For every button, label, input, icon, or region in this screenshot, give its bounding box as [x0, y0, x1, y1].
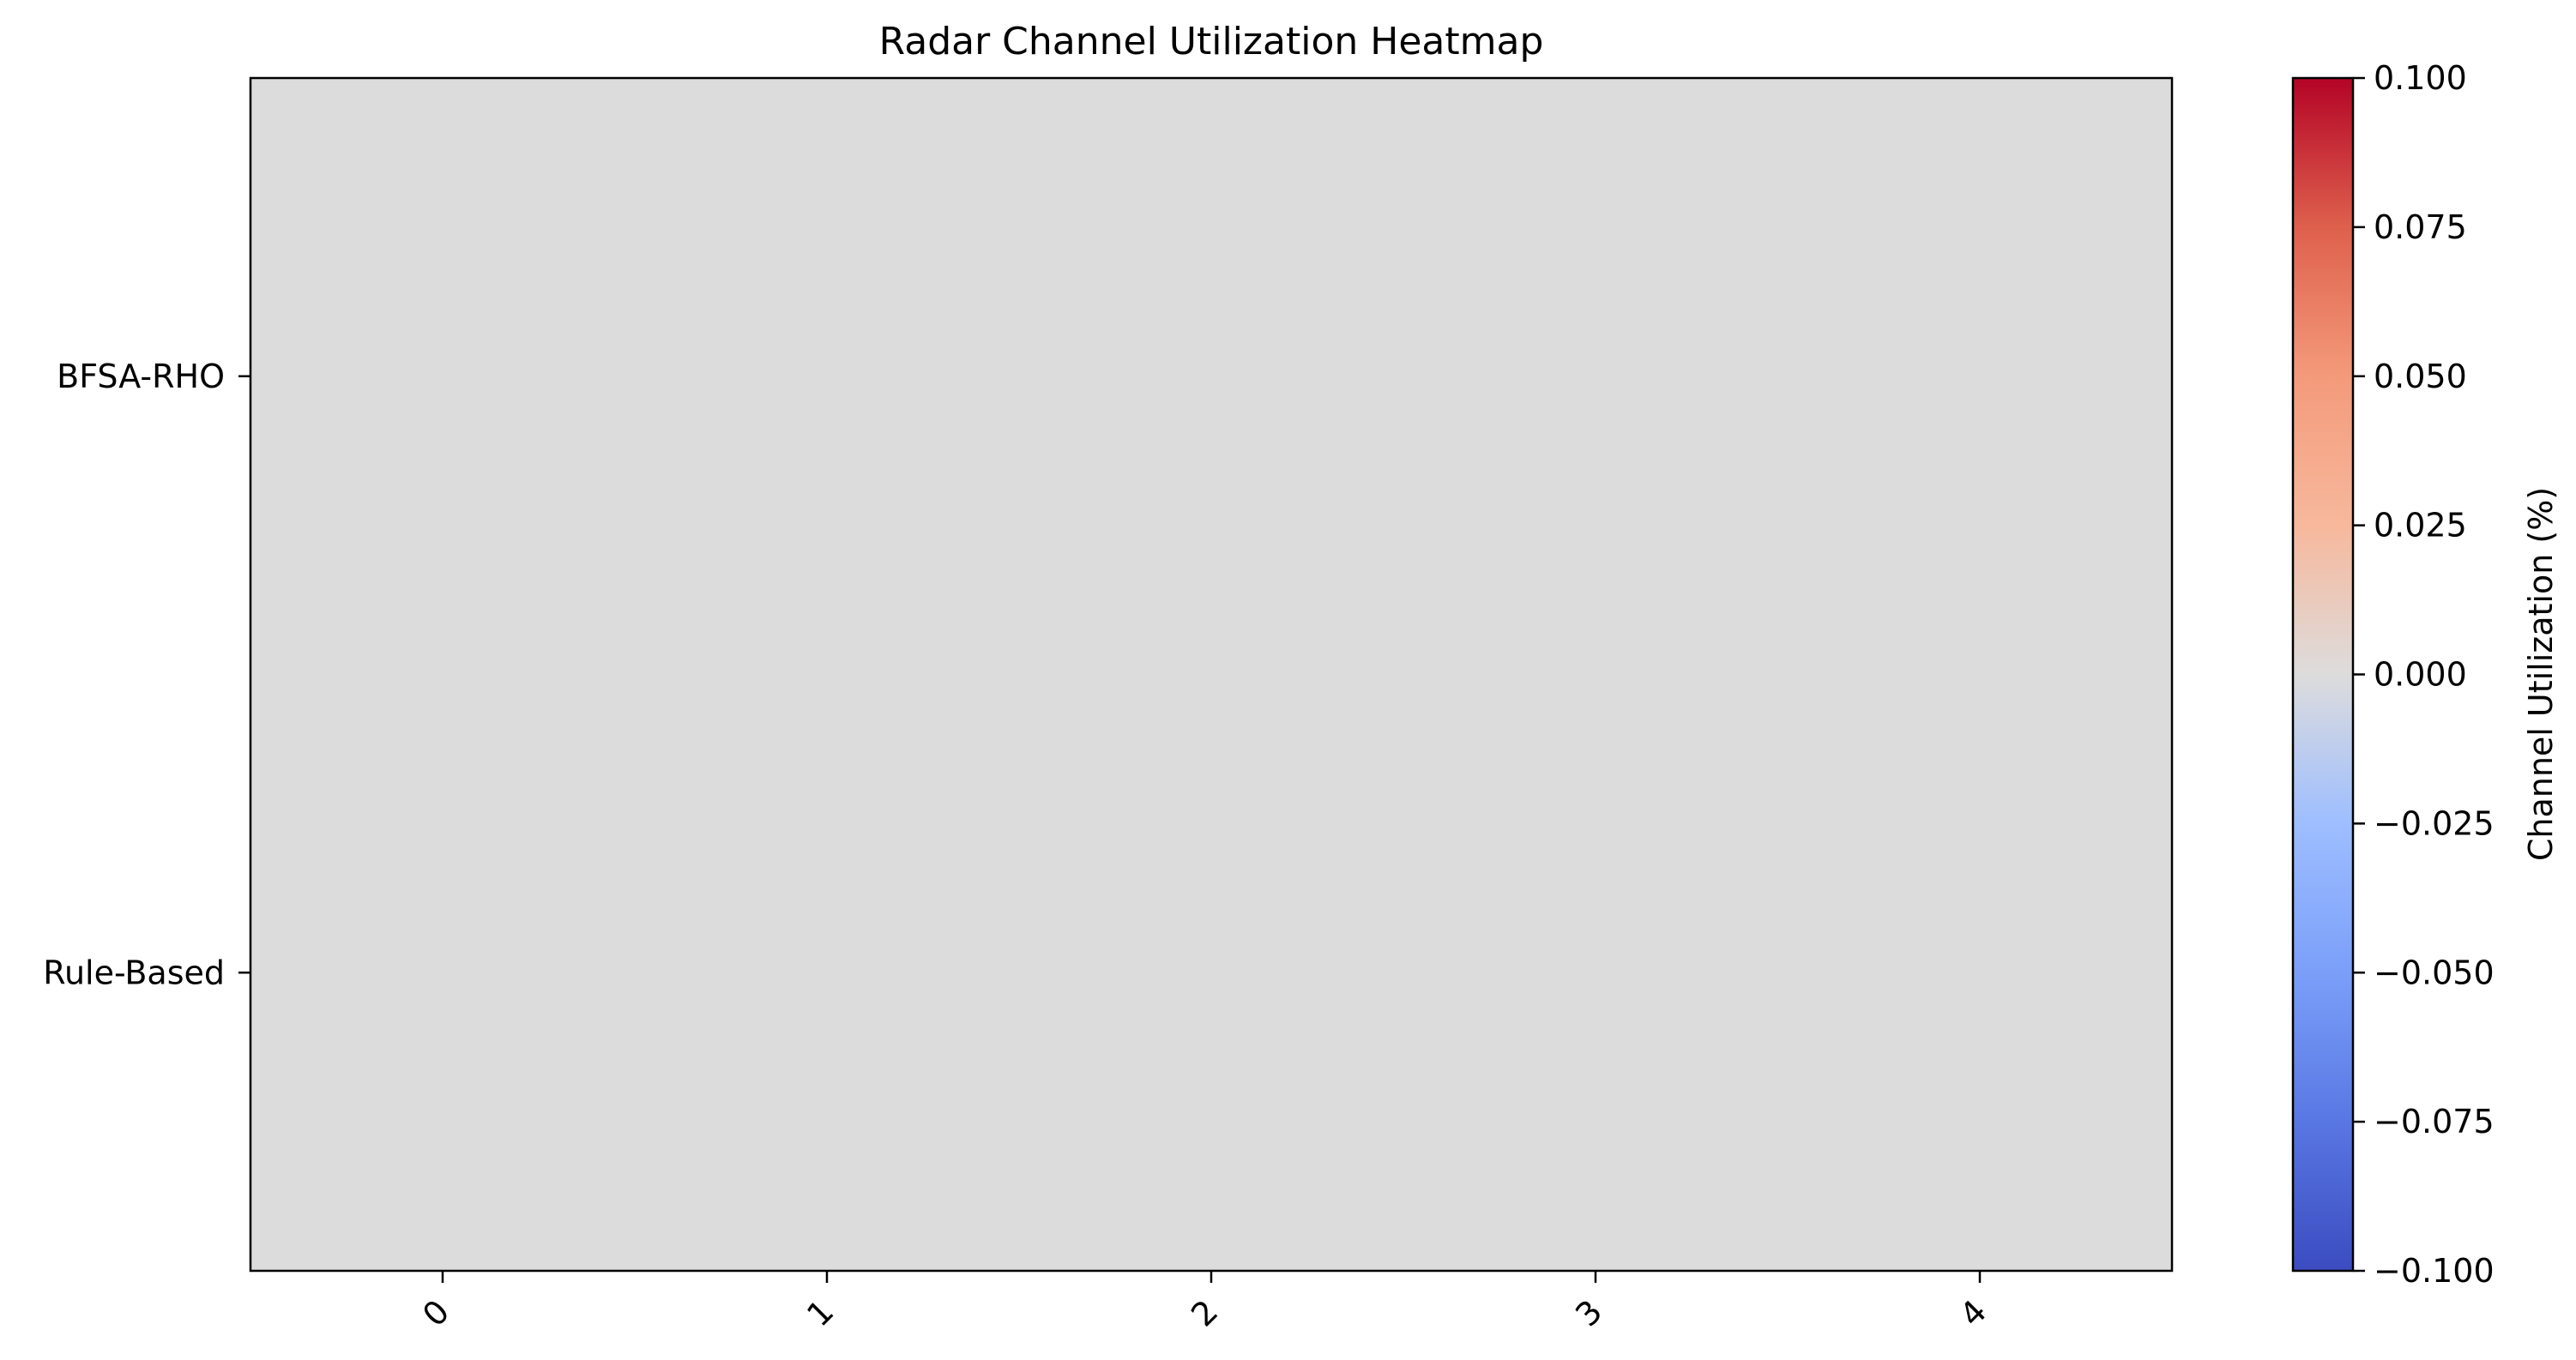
heatmap-cell — [1019, 78, 1404, 675]
heatmap-cell — [1403, 674, 1789, 1272]
colorbar-tick-label: 0.100 — [2374, 59, 2467, 97]
heatmap-cell — [635, 674, 1020, 1272]
heatmap-cells — [250, 78, 2173, 1272]
colorbar-tick-label: 0.050 — [2374, 358, 2467, 395]
heatmap-cell — [1788, 674, 2173, 1272]
heatmap-cell — [1788, 78, 2173, 675]
y-tick-label: BFSA-RHO — [57, 358, 225, 395]
colorbar-tick-label: 0.000 — [2374, 656, 2467, 694]
colorbar-label: Channel Utilization (%) — [2522, 487, 2560, 861]
colorbar — [2291, 76, 2355, 1273]
y-tick-label: Rule-Based — [43, 954, 225, 991]
colorbar-tick-label: 0.025 — [2374, 507, 2467, 545]
colorbar-tick-label: −0.100 — [2374, 1252, 2495, 1290]
colorbar-tick-label: 0.075 — [2374, 208, 2467, 246]
x-axis: 0 1 2 3 4 — [415, 1271, 1994, 1333]
heatmap-cell — [1019, 674, 1404, 1272]
x-tick-label: 3 — [1568, 1292, 1609, 1333]
heatmap-cell — [635, 78, 1020, 675]
x-tick-label: 1 — [799, 1292, 841, 1333]
colorbar-tick-label: −0.050 — [2374, 954, 2495, 991]
x-tick-label: 2 — [1184, 1292, 1225, 1333]
heatmap-cell — [250, 674, 636, 1272]
chart-title: Radar Channel Utilization Heatmap — [879, 20, 1544, 63]
y-axis: BFSA-RHO Rule-Based — [43, 358, 250, 991]
heatmap-cell — [250, 78, 636, 675]
x-tick-label: 0 — [415, 1292, 456, 1333]
heatmap-cell — [1403, 78, 1789, 675]
colorbar-tick-label: −0.075 — [2374, 1103, 2495, 1140]
colorbar-axis: 0.100 0.075 0.050 0.025 0.000 −0.025 −0.050 −0.… — [2353, 59, 2495, 1290]
x-tick-label: 4 — [1952, 1292, 1994, 1333]
colorbar-tick-label: −0.025 — [2374, 804, 2495, 842]
